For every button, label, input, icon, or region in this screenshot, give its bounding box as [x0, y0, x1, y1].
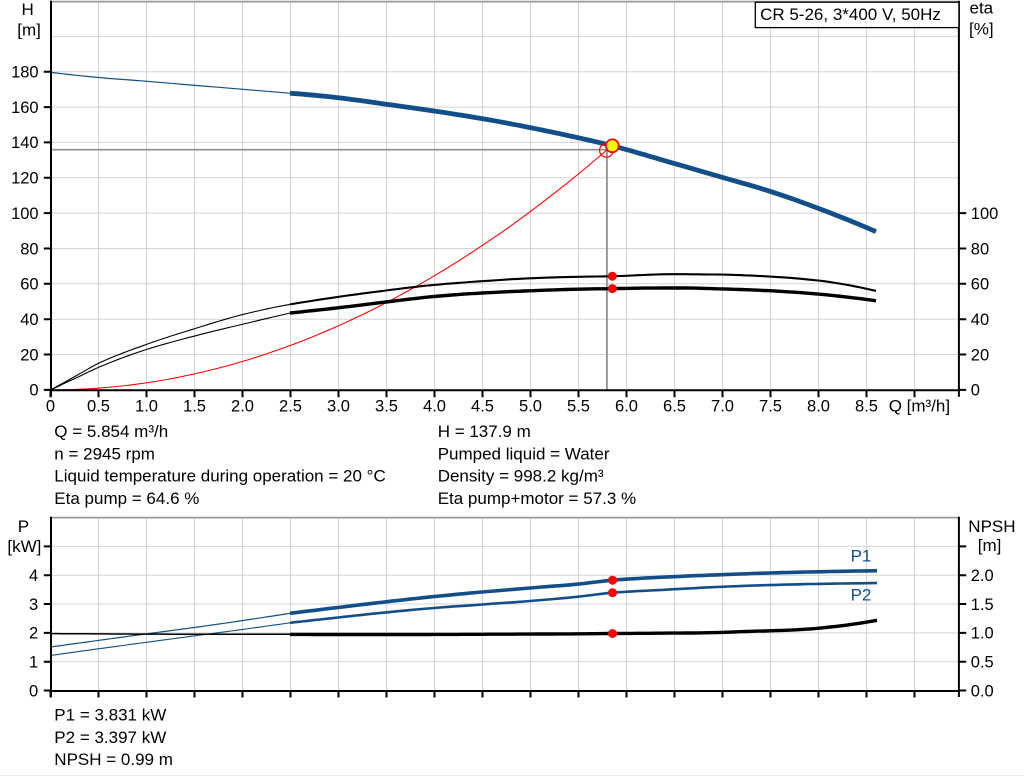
- svg-text:5.5: 5.5: [567, 398, 590, 416]
- svg-text:0: 0: [971, 382, 980, 400]
- svg-text:3.5: 3.5: [375, 398, 398, 416]
- svg-text:8.0: 8.0: [807, 398, 830, 416]
- svg-text:1: 1: [29, 653, 38, 671]
- svg-text:0: 0: [29, 382, 38, 400]
- svg-text:[kW]: [kW]: [7, 537, 41, 556]
- svg-text:6.5: 6.5: [663, 398, 686, 416]
- svg-text:20: 20: [971, 346, 989, 364]
- svg-text:0.5: 0.5: [87, 398, 110, 416]
- svg-text:Density = 998.2 kg/m³: Density = 998.2 kg/m³: [438, 467, 604, 486]
- svg-text:1.0: 1.0: [971, 625, 994, 643]
- svg-text:eta: eta: [970, 0, 994, 17]
- svg-text:1.5: 1.5: [183, 398, 206, 416]
- svg-text:3: 3: [29, 596, 38, 614]
- svg-text:3.0: 3.0: [327, 398, 350, 416]
- svg-text:2.0: 2.0: [231, 398, 254, 416]
- svg-text:[m]: [m]: [978, 536, 1002, 555]
- svg-text:0: 0: [29, 682, 38, 700]
- svg-text:P2 = 3.397 kW: P2 = 3.397 kW: [54, 728, 166, 747]
- svg-text:100: 100: [11, 205, 39, 223]
- svg-text:P1: P1: [851, 547, 872, 566]
- svg-text:Q = 5.854 m³/h: Q = 5.854 m³/h: [54, 422, 168, 441]
- svg-text:7.0: 7.0: [711, 398, 734, 416]
- svg-text:1.0: 1.0: [135, 398, 158, 416]
- svg-text:2.0: 2.0: [971, 567, 994, 585]
- svg-text:2: 2: [29, 625, 38, 643]
- svg-text:40: 40: [20, 311, 38, 329]
- svg-text:NPSH = 0.99 m: NPSH = 0.99 m: [54, 750, 173, 769]
- svg-text:P: P: [18, 517, 29, 536]
- svg-text:Eta pump+motor = 57.3 %: Eta pump+motor = 57.3 %: [438, 489, 636, 508]
- svg-text:1.5: 1.5: [971, 596, 994, 614]
- svg-text:8.5: 8.5: [855, 398, 878, 416]
- svg-text:Eta pump = 64.6 %: Eta pump = 64.6 %: [54, 489, 199, 508]
- svg-text:[%]: [%]: [969, 19, 994, 38]
- svg-text:H: H: [21, 0, 33, 19]
- svg-text:NPSH: NPSH: [968, 517, 1015, 536]
- svg-text:4: 4: [29, 567, 38, 585]
- svg-text:n = 2945 rpm: n = 2945 rpm: [54, 444, 155, 463]
- svg-text:7.5: 7.5: [759, 398, 782, 416]
- svg-text:P1 = 3.831 kW: P1 = 3.831 kW: [54, 706, 166, 725]
- svg-text:2.5: 2.5: [279, 398, 302, 416]
- svg-text:6.0: 6.0: [615, 398, 638, 416]
- svg-text:4.0: 4.0: [423, 398, 446, 416]
- svg-text:60: 60: [20, 276, 38, 294]
- svg-text:P2: P2: [851, 586, 872, 605]
- svg-text:140: 140: [11, 134, 39, 152]
- svg-text:0.0: 0.0: [971, 682, 994, 700]
- svg-text:20: 20: [20, 346, 38, 364]
- svg-text:Q [m³/h]: Q [m³/h]: [889, 397, 950, 416]
- svg-text:[m]: [m]: [17, 20, 41, 39]
- svg-text:100: 100: [971, 205, 999, 223]
- svg-text:H = 137.9 m: H = 137.9 m: [438, 422, 531, 441]
- svg-text:120: 120: [11, 170, 39, 188]
- svg-text:80: 80: [20, 240, 38, 258]
- svg-text:5.0: 5.0: [519, 398, 542, 416]
- svg-text:160: 160: [11, 99, 39, 117]
- svg-text:CR 5-26, 3*400 V, 50Hz: CR 5-26, 3*400 V, 50Hz: [760, 5, 941, 24]
- svg-text:180: 180: [11, 64, 39, 82]
- svg-text:60: 60: [971, 276, 989, 294]
- svg-text:0: 0: [46, 398, 55, 416]
- svg-text:0.5: 0.5: [971, 653, 994, 671]
- svg-text:Liquid temperature during oper: Liquid temperature during operation = 20…: [54, 467, 385, 486]
- svg-text:40: 40: [971, 311, 989, 329]
- svg-text:Pumped liquid = Water: Pumped liquid = Water: [438, 444, 610, 463]
- svg-text:4.5: 4.5: [471, 398, 494, 416]
- svg-text:80: 80: [971, 240, 989, 258]
